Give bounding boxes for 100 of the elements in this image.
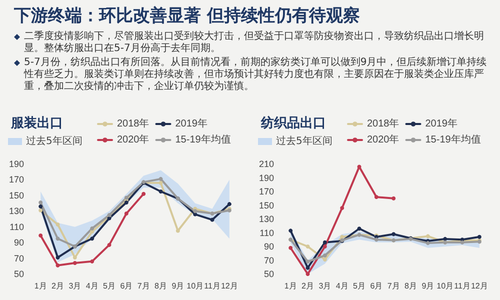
x-tick-label: 12月 — [220, 282, 238, 290]
y-tick-label: 50 — [14, 269, 24, 279]
y-tick-label: 150 — [258, 200, 274, 210]
point — [227, 202, 232, 206]
x-tick-label: 7月 — [387, 282, 400, 290]
point — [357, 164, 362, 169]
point — [124, 200, 128, 204]
point — [426, 241, 430, 246]
y-tick-label: 110 — [260, 228, 274, 238]
point — [357, 226, 362, 231]
point — [374, 238, 378, 242]
x-tick-label: 4月 — [336, 282, 348, 290]
text: 过去5年区间 — [26, 134, 82, 148]
point — [90, 259, 94, 264]
y-tick-label: 110 — [10, 222, 24, 232]
legend-label: 2020年 — [117, 134, 150, 146]
text: 过去5年区间 — [276, 134, 332, 148]
x-tick-label: 10月 — [186, 282, 204, 290]
x-tick-label: 12月 — [470, 282, 488, 290]
x-tick-label: 8月 — [404, 282, 417, 290]
x-tick-label: 9月 — [422, 282, 434, 290]
x-tick-label: 2月 — [302, 282, 314, 290]
x-tick-label: 10月 — [436, 282, 454, 290]
x-tick-label: 11月 — [204, 282, 220, 290]
legend-label: 2019年 — [175, 118, 208, 130]
point — [193, 212, 198, 216]
y-tick-label: 70 — [264, 255, 274, 266]
x-tick-label: 2月 — [52, 282, 64, 290]
y-tick-label: 130 — [8, 206, 24, 216]
legend-label: 15-19年均值 — [425, 134, 481, 146]
x-tick-label: 4月 — [86, 282, 98, 290]
point — [124, 196, 128, 200]
point — [56, 222, 60, 226]
x-tick-label: 5月 — [103, 282, 116, 290]
point — [477, 234, 482, 239]
chart-title: 纺织品出口 — [260, 115, 326, 131]
y-tick-label: 170 — [258, 186, 274, 196]
point — [158, 176, 163, 181]
point — [392, 196, 396, 200]
line-series — [38, 192, 146, 268]
x-tick-label: 6月 — [120, 282, 133, 290]
legend-label: 15-19年均值 — [175, 134, 231, 146]
x-tick-label: 1月 — [34, 282, 47, 290]
point — [322, 240, 327, 244]
point — [142, 192, 146, 196]
point — [90, 226, 94, 230]
point — [306, 260, 310, 264]
point — [72, 256, 77, 260]
point — [340, 234, 344, 239]
y-tick-label: 170 — [8, 174, 24, 185]
point — [306, 244, 310, 248]
y-tick-label: 70 — [14, 253, 24, 264]
x-tick-label: 1月 — [284, 282, 297, 290]
point — [158, 190, 163, 194]
y-tick-label: 150 — [8, 190, 24, 200]
text: 5-7月份，纺织品出口有所回落。从目前情况看，前期的家纺类订单可以做到9月中，但后续新增订单持续性有些乏力。服装类订单则在持续改善，但市场预计其好转力度也有限，主要原因在于服装类企业压库严重，叠加二次疫情的冲击下，企业订单仍较为谨慎。 — [24, 57, 488, 93]
point — [443, 236, 448, 241]
point — [322, 244, 327, 248]
point — [322, 253, 327, 258]
point — [90, 236, 94, 241]
point — [392, 232, 396, 236]
x-tick-label: 6月 — [370, 282, 383, 290]
y-tick-label: 130 — [258, 214, 274, 224]
point — [288, 246, 293, 250]
legend-label: 2020年 — [367, 134, 400, 146]
point — [340, 206, 344, 210]
point — [210, 218, 214, 222]
x-tick-label: 5月 — [353, 282, 366, 290]
point — [38, 204, 43, 208]
point — [158, 180, 163, 185]
point — [426, 234, 430, 238]
x-tick-label: 3月 — [68, 282, 82, 290]
point — [124, 212, 128, 216]
point — [72, 261, 77, 265]
chart-title: 服装出口 — [10, 116, 63, 131]
point — [288, 228, 293, 233]
point — [38, 200, 43, 204]
point — [193, 209, 198, 214]
y-tick-label: 90 — [264, 242, 274, 252]
legend-label: 2019年 — [425, 118, 458, 130]
y-tick-label: 210 — [258, 159, 274, 169]
x-tick-label: 8月 — [154, 282, 167, 290]
y-tick-label: 190 — [258, 172, 274, 183]
point — [38, 208, 43, 212]
point — [374, 195, 378, 199]
point — [56, 236, 60, 241]
point — [322, 258, 327, 262]
x-tick-label: 9月 — [172, 282, 184, 290]
point — [38, 234, 43, 238]
legend-label: 2018年 — [367, 118, 400, 130]
point — [56, 263, 60, 268]
y-tick-label: 190 — [8, 159, 24, 169]
x-tick-label: 11月 — [454, 282, 470, 290]
text: 二季度疫情影响下，尽管服装出口受到较大打击，但受益于口罩等防疫物资出口，导致纺织品出口增长明显。整体纺服出口在5-7月份高于去年同期。 — [24, 31, 485, 55]
x-tick-label: 7月 — [137, 282, 150, 290]
x-tick-label: 3月 — [318, 282, 332, 290]
legend-label: 2018年 — [117, 118, 150, 130]
y-tick-label: 90 — [14, 238, 24, 248]
point — [306, 272, 310, 276]
y-tick-label: 50 — [264, 269, 274, 279]
